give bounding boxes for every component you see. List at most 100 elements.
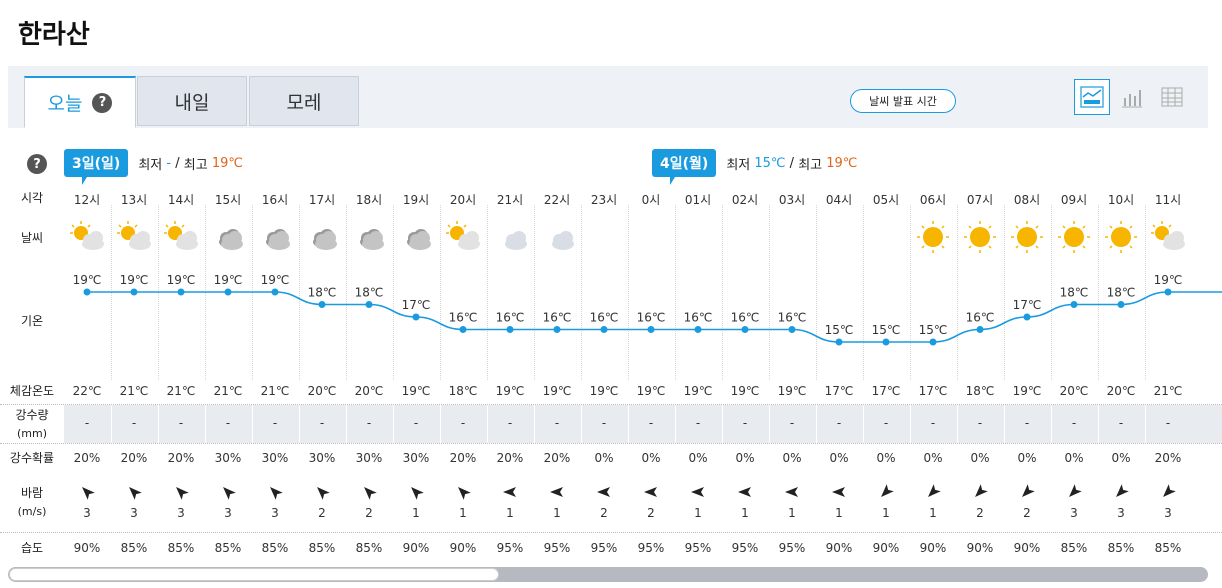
feels-like: 20℃ bbox=[1059, 384, 1089, 398]
temperature-chart: 19℃ 19℃ 19℃ 19℃ 19℃ 18℃ 18℃ 17℃ 16℃ 16℃ 16℃ 16℃ 16℃ 1… bbox=[73, 273, 1222, 346]
precip-amount: - bbox=[460, 416, 466, 430]
humidity: 85% bbox=[1060, 541, 1088, 555]
separator: / bbox=[175, 155, 180, 171]
wind-speed: 3 bbox=[224, 506, 232, 520]
wind-arrow-icon bbox=[1004, 484, 1051, 500]
temperature-point bbox=[741, 326, 749, 333]
temperature-point bbox=[647, 326, 655, 333]
precip-amount: - bbox=[1118, 416, 1124, 430]
grid-line bbox=[815, 205, 817, 380]
feels-like: 19℃ bbox=[777, 384, 807, 398]
chart-view-icon[interactable] bbox=[1074, 79, 1110, 115]
moon-icon bbox=[774, 220, 810, 254]
grid-line bbox=[1003, 405, 1005, 443]
humidity: 95% bbox=[684, 541, 712, 555]
grid-line bbox=[768, 205, 770, 380]
temperature-label: 17℃ bbox=[1013, 298, 1042, 312]
grid-line bbox=[251, 405, 253, 443]
wind-arrow-icon bbox=[534, 484, 581, 500]
grid-line bbox=[439, 205, 441, 380]
grid-line bbox=[815, 405, 817, 443]
temperature-point bbox=[1117, 301, 1125, 308]
scrollbar-thumb[interactable] bbox=[9, 568, 499, 581]
temperature-label: 17℃ bbox=[402, 298, 431, 312]
hour-time: 08시 bbox=[1013, 193, 1041, 207]
grid-line bbox=[298, 405, 300, 443]
wind-speed: 1 bbox=[459, 506, 467, 520]
cloudy-icon bbox=[304, 220, 340, 254]
wind-arrow-icon bbox=[1098, 484, 1145, 500]
hour-time: 10시 bbox=[1107, 193, 1135, 207]
feels-like: 19℃ bbox=[401, 384, 431, 398]
divider bbox=[0, 443, 1222, 444]
moon-icon bbox=[680, 220, 716, 254]
partly-sunny-icon bbox=[69, 220, 105, 254]
tab-today[interactable]: 오늘 ? bbox=[24, 76, 136, 128]
feels-like: 19℃ bbox=[636, 384, 666, 398]
precip-amount: - bbox=[225, 416, 231, 430]
wind-speed: 1 bbox=[553, 506, 561, 520]
humidity: 95% bbox=[496, 541, 524, 555]
hour-time: 17시 bbox=[308, 193, 336, 207]
temperature-label: 16℃ bbox=[449, 311, 478, 325]
temperature-point bbox=[177, 288, 185, 296]
wind-arrow-icon bbox=[440, 484, 487, 500]
row-label-humidity: 습도 bbox=[20, 541, 44, 555]
tab-tomorrow[interactable]: 내일 bbox=[137, 76, 247, 126]
divider bbox=[0, 404, 1222, 405]
grid-line bbox=[533, 205, 535, 380]
temperature-point bbox=[600, 326, 608, 333]
help-icon[interactable]: ? bbox=[92, 92, 113, 113]
temperature-line bbox=[86, 291, 1222, 343]
grid-line bbox=[439, 405, 441, 443]
horizontal-scrollbar[interactable] bbox=[8, 567, 1208, 582]
temperature-point bbox=[83, 288, 91, 296]
precip-amount: - bbox=[789, 416, 795, 430]
wind-arrow-icon bbox=[1145, 484, 1192, 500]
temperature-point bbox=[882, 338, 890, 346]
tab-day-after[interactable]: 모레 bbox=[249, 76, 359, 126]
forecast-toolbar: 오늘 ? 내일 모레 날씨 발표 시간 bbox=[8, 66, 1208, 128]
grid-line bbox=[580, 405, 582, 443]
legend-help-icon[interactable]: ? bbox=[27, 154, 47, 174]
precip-amount: - bbox=[742, 416, 748, 430]
humidity: 95% bbox=[731, 541, 759, 555]
wind-arrow-icon bbox=[581, 484, 628, 500]
grid-line bbox=[862, 205, 864, 380]
humidity: 95% bbox=[778, 541, 806, 555]
hour-time: 07시 bbox=[966, 193, 994, 207]
separator: / bbox=[789, 155, 795, 171]
hour-time: 06시 bbox=[919, 193, 947, 207]
row-label-wind-unit: (m/s) bbox=[17, 505, 47, 518]
wind-speed: 3 bbox=[1070, 506, 1078, 520]
hour-time: 21시 bbox=[496, 193, 524, 207]
feels-like: 19℃ bbox=[495, 384, 525, 398]
temperature-label: 19℃ bbox=[261, 273, 290, 287]
temperature-point bbox=[929, 338, 937, 346]
wind-speed: 1 bbox=[929, 506, 937, 520]
precip-prob: 0% bbox=[641, 451, 661, 465]
precip-amount: - bbox=[554, 416, 560, 430]
temperature-point bbox=[365, 301, 373, 308]
partly-cloudy-night-icon bbox=[492, 220, 528, 254]
humidity: 95% bbox=[543, 541, 571, 555]
wind-arrow-icon bbox=[910, 484, 957, 500]
hour-time: 0시 bbox=[641, 193, 661, 207]
wind-speed: 1 bbox=[741, 506, 749, 520]
announce-time-button[interactable]: 날씨 발표 시간 bbox=[850, 89, 956, 113]
wind-arrow-icon bbox=[1051, 484, 1098, 500]
wind-arrow-icon bbox=[722, 484, 769, 500]
grid-line bbox=[392, 405, 394, 443]
humidity: 85% bbox=[167, 541, 195, 555]
grid-line bbox=[392, 205, 394, 380]
grid-line bbox=[1144, 405, 1146, 443]
temperature-point bbox=[412, 313, 420, 321]
temperature-point bbox=[459, 326, 467, 333]
bar-view-icon[interactable] bbox=[1114, 79, 1150, 115]
feels-like: 20℃ bbox=[307, 384, 337, 398]
temperature-label: 19℃ bbox=[1154, 273, 1183, 287]
temperature-label: 16℃ bbox=[966, 311, 995, 325]
temperature-label: 19℃ bbox=[120, 273, 149, 287]
table-view-icon[interactable] bbox=[1154, 79, 1190, 115]
cloudy-icon bbox=[257, 220, 293, 254]
